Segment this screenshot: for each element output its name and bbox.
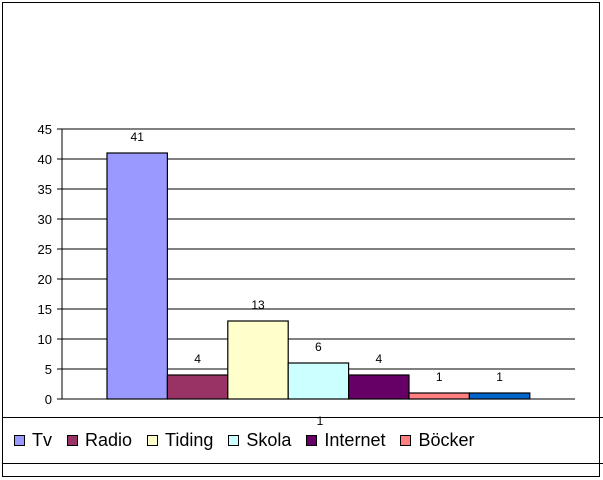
data-label-radio: 4 (194, 352, 201, 366)
bar-skola (287, 362, 350, 400)
y-tick-label: 40 (38, 152, 52, 167)
data-label-b-cker: 1 (436, 370, 443, 384)
data-label-unnamed: 1 (496, 370, 503, 384)
data-label-internet: 4 (375, 352, 382, 366)
legend-swatch (306, 435, 318, 446)
legend-item-tiding: Tiding (147, 430, 213, 451)
stray-data-label: 1 (317, 414, 324, 428)
y-tick-label: 35 (38, 182, 52, 197)
data-label-tiding: 13 (251, 298, 265, 312)
bar-radio (166, 374, 229, 400)
bar-tv (106, 152, 169, 400)
y-tick-label: 15 (38, 302, 52, 317)
y-tick-label: 45 (38, 122, 52, 137)
legend-swatch (147, 435, 159, 446)
y-tick-label: 10 (38, 332, 52, 347)
legend-label: Radio (85, 430, 133, 450)
legend-swatch (14, 435, 25, 446)
bars (106, 152, 531, 400)
legend-label: Internet (324, 430, 386, 450)
y-tick-label: 20 (38, 272, 52, 287)
legend-label: Böcker (418, 430, 475, 450)
bar-unnamed (468, 392, 531, 400)
legend-item-internet: Internet (306, 430, 385, 451)
y-tick-label: 30 (38, 212, 52, 227)
legend-label: Tiding (165, 430, 214, 450)
legend-swatch (400, 435, 412, 446)
legend-swatch (228, 435, 240, 446)
y-tick-label: 25 (38, 242, 52, 257)
legend-label: Skola (246, 430, 292, 450)
bar-b-cker (408, 392, 471, 400)
bar-internet (348, 374, 410, 400)
legend-item-radio: Radio (67, 430, 132, 451)
legend: Tv Radio Tiding Skola Internet Böcker (2, 417, 603, 464)
legend-swatch (67, 435, 78, 446)
legend-item-tv: Tv (14, 430, 52, 451)
bar-tiding (227, 320, 289, 400)
y-tick-label: 0 (45, 392, 52, 407)
y-tick-label: 5 (45, 362, 52, 377)
data-label-skola: 6 (315, 340, 322, 354)
legend-label: Tv (32, 430, 52, 450)
legend-item-b-cker: Böcker (400, 430, 475, 451)
legend-item-skola: Skola (228, 430, 291, 451)
data-label-tv: 41 (131, 130, 145, 144)
